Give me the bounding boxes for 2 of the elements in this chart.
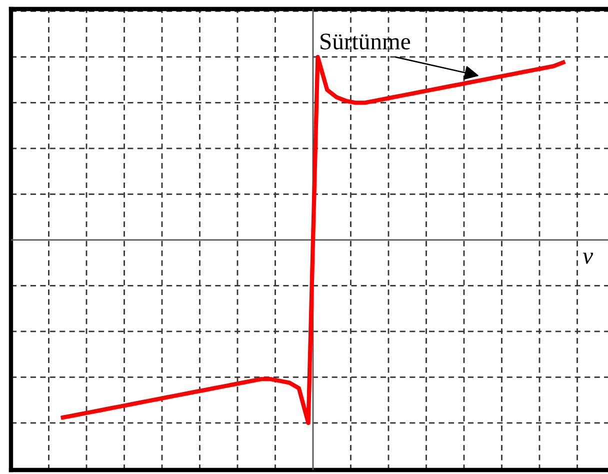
text: Sürtünme xyxy=(320,34,410,50)
x-axis-title: v xyxy=(582,252,594,264)
